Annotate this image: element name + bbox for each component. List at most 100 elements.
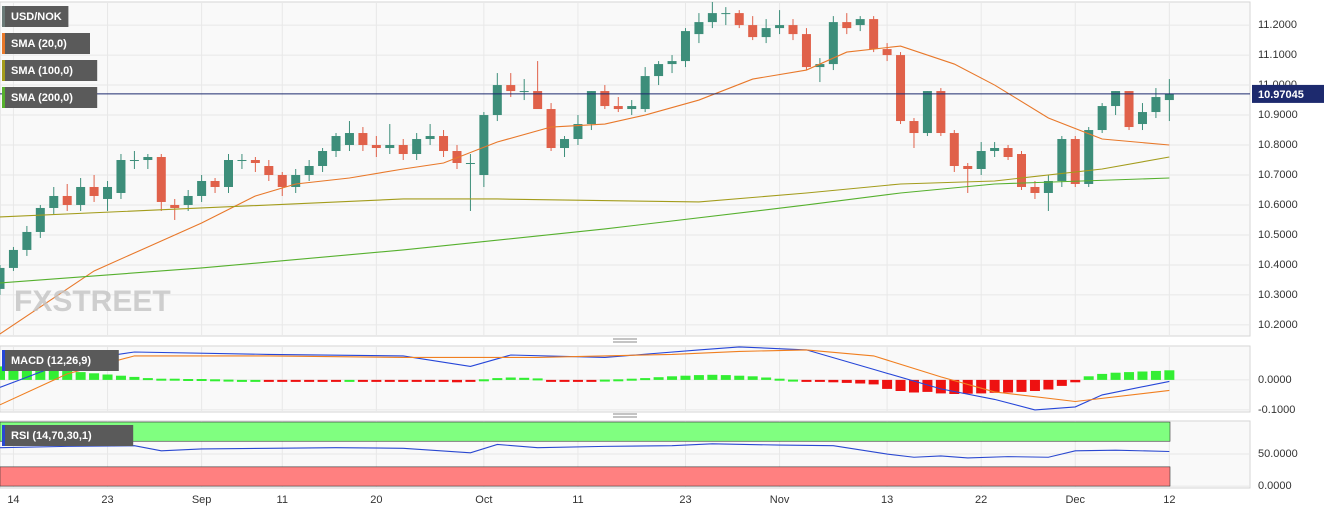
histogram-bar — [411, 379, 422, 382]
histogram-bar — [129, 376, 140, 380]
candle-body — [1151, 97, 1161, 113]
candle-body — [506, 85, 516, 92]
candle-body — [0, 267, 5, 289]
candle-body — [304, 166, 314, 175]
x-tick-label: 13 — [881, 494, 893, 506]
y-tick-label: 10.2000 — [1258, 319, 1298, 331]
candle-body — [707, 13, 717, 23]
plot-area — [0, 346, 1250, 412]
candle-body — [1030, 186, 1040, 193]
candle-body — [76, 186, 86, 205]
candle-body — [815, 64, 825, 68]
histogram-bar — [949, 379, 960, 394]
candle-body — [627, 106, 637, 110]
y-tick-label: 10.8000 — [1258, 139, 1298, 151]
candle-body — [250, 160, 260, 164]
candle-body — [949, 133, 959, 167]
candle-body — [828, 22, 838, 65]
candle-body — [465, 163, 475, 165]
x-tick-label: 11 — [277, 494, 288, 506]
histogram-bar — [868, 379, 879, 385]
candle-body — [492, 85, 502, 116]
histogram-bar — [398, 379, 409, 382]
candle-body — [855, 19, 865, 26]
candle-body — [909, 121, 919, 134]
candle-body — [62, 195, 72, 205]
candle-body — [398, 145, 408, 155]
candle-body — [936, 91, 946, 134]
candle-body — [976, 151, 986, 169]
candle-body — [331, 136, 341, 152]
histogram-bar — [962, 379, 973, 394]
price-tag — [1252, 84, 1324, 103]
histogram-bar — [1056, 379, 1067, 386]
histogram-bar — [734, 375, 745, 380]
histogram-bar — [357, 379, 368, 382]
candle-body — [963, 166, 973, 169]
y-tick-label: -0.1000 — [1258, 404, 1295, 416]
candle-body — [600, 91, 610, 107]
histogram-bar — [438, 379, 449, 382]
histogram-bar — [223, 379, 234, 382]
histogram-bar — [680, 375, 691, 380]
candle-body — [546, 109, 556, 149]
histogram-bar — [626, 378, 637, 381]
histogram-bar — [89, 373, 100, 380]
x-tick-label: 14 — [7, 494, 19, 506]
candle-body — [1137, 112, 1147, 125]
candle-body — [318, 151, 328, 167]
candle-body — [694, 22, 704, 35]
y-tick-label: 11.2000 — [1258, 19, 1297, 31]
candle-body — [103, 186, 113, 199]
candle-body — [277, 174, 287, 187]
watermark: FXSTREET — [14, 285, 171, 318]
candle-body — [116, 160, 126, 193]
candle-body — [990, 148, 1000, 152]
histogram-bar — [586, 379, 597, 382]
candle-body — [291, 174, 301, 187]
histogram-bar — [1137, 371, 1148, 380]
histogram-bar — [1029, 379, 1040, 391]
legend-label: MACD (12,26,9) — [11, 355, 91, 367]
histogram-bar — [331, 379, 342, 382]
x-tick-label: 20 — [370, 494, 382, 506]
candle-body — [129, 160, 139, 162]
histogram-bar — [559, 379, 570, 382]
histogram-bar — [1043, 379, 1054, 390]
legend-label: SMA (100,0) — [11, 65, 73, 77]
line — [0, 346, 1170, 411]
plot-area — [0, 421, 1250, 488]
y-tick-label: 10.6000 — [1258, 199, 1298, 211]
candle-body — [358, 133, 368, 146]
candle-body — [734, 13, 744, 26]
y-tick-label: 0.0000 — [1258, 480, 1292, 492]
histogram-bar — [1150, 370, 1161, 380]
x-tick-label: Dec — [1065, 494, 1085, 506]
y-tick-label: 10.4000 — [1258, 259, 1298, 271]
histogram-bar — [263, 379, 274, 382]
candle-body — [1124, 91, 1134, 128]
candle-body — [721, 13, 731, 15]
legend-box — [2, 87, 98, 108]
legend-swatch — [2, 6, 5, 27]
histogram-bar — [935, 379, 946, 394]
histogram-bar — [492, 378, 503, 381]
histogram-bar — [788, 379, 799, 382]
candle-body — [143, 157, 153, 161]
legend-box — [2, 425, 134, 446]
x-tick-label: 23 — [679, 494, 691, 506]
legend-swatch — [2, 60, 5, 81]
histogram-bar — [707, 374, 718, 380]
histogram-bar — [8, 367, 19, 380]
candle-body — [842, 22, 852, 29]
candle-body — [197, 180, 207, 196]
x-tick-label: Oct — [475, 494, 492, 506]
y-tick-label: 11.1000 — [1258, 49, 1297, 61]
histogram-bar — [210, 379, 221, 382]
band — [0, 466, 1171, 487]
candle-body — [869, 19, 879, 50]
y-tick-label: 10.7000 — [1258, 169, 1298, 181]
y-tick-label: 10.5000 — [1258, 229, 1298, 241]
candle-body — [35, 207, 45, 232]
candle-body — [533, 91, 543, 110]
